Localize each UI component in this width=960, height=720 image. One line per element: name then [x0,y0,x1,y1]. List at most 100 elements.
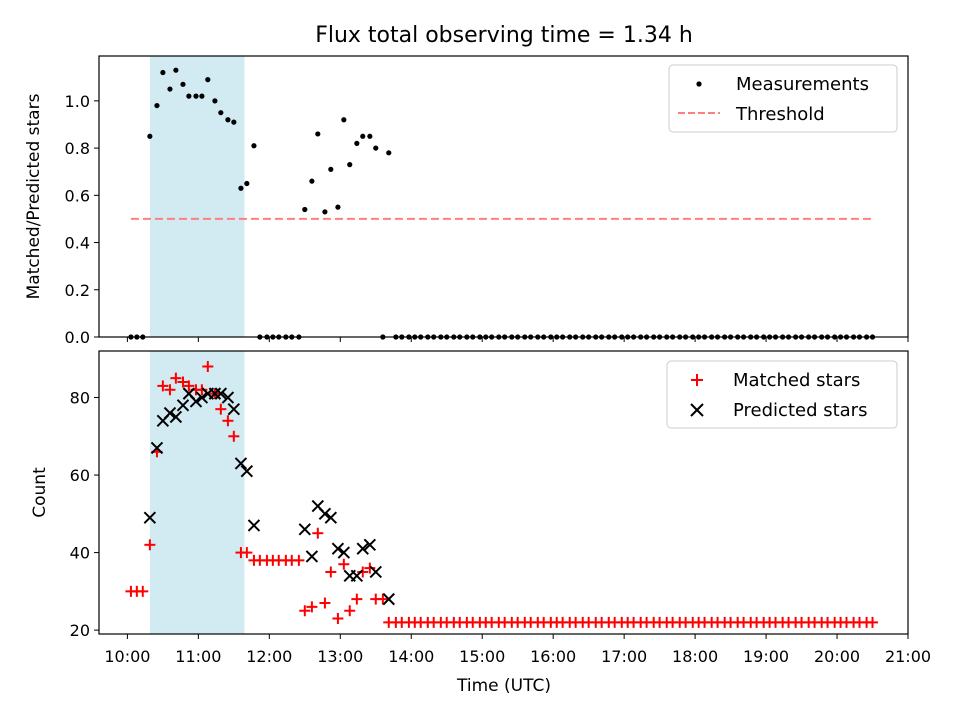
matched-stars-point [344,605,356,617]
y-tick-label: 20 [70,621,90,640]
x-tick-label: 12:00 [246,647,292,666]
matched-stars-point [170,372,182,384]
matched-stars-point [177,376,189,388]
legend-matched-marker [691,374,703,386]
legend-predicted-label: Predicted stars [733,400,867,421]
predicted-stars-point [337,546,351,559]
x-tick-label: 18:00 [672,647,718,666]
count-panel-frame [98,350,909,635]
observing-span [149,56,245,337]
matched-stars-point [319,597,331,609]
predicted-stars-point [163,406,177,420]
matched-stars-point [351,593,363,605]
matched-stars-point [325,566,337,578]
measurements-point [251,143,257,149]
measurements-point [302,206,308,213]
measurements-point [367,133,373,139]
predicted-stars-point [240,464,254,478]
predicted-stars-point [150,441,164,455]
measurements-point [354,140,360,146]
x-tick-label: 20:00 [814,647,860,666]
predicted-stars-point [176,399,190,412]
matched-stars-point [157,380,169,392]
measurements-point [193,93,199,99]
matched-stars-point [338,558,350,570]
measurements-point [373,145,379,151]
y-tick-label: 40 [70,544,90,563]
predicted-stars-point [247,519,261,532]
measurements-point [199,93,205,99]
measurements-point [328,166,334,172]
legend-matched-label: Matched stars [733,370,860,391]
measurements-point [173,67,179,73]
measurements-point [347,162,353,168]
x-tick-label: 15:00 [459,647,505,666]
measurements-point [180,81,186,87]
y-tick-label: 0.4 [65,234,90,253]
count-panel-ylabel: Count [30,467,50,518]
x-tick-label: 13:00 [317,647,363,666]
matched-stars-point [312,527,324,539]
measurements-point [212,98,218,104]
predicted-stars-point [221,391,235,404]
predicted-stars-point [350,569,364,583]
matched-stars-point [364,562,376,574]
y-tick-label: 0.8 [65,139,90,158]
matched-stars-point [196,384,208,396]
measurements-point [315,131,321,137]
predicted-stars-point [189,395,203,408]
ratio-panel: 0.0 0.2 0.4 0.6 0.8 1.0 Matched/Predicted sta… [24,55,909,347]
x-tick-label: 10:00 [104,647,150,666]
predicted-stars-point [363,538,377,552]
measurements-point [225,117,231,123]
measurements-point [186,93,192,99]
matched-stars-point [357,566,369,578]
measurements-point [167,86,173,92]
predicted-stars-point [298,523,312,536]
x-tick-label: 14:00 [388,647,434,666]
ratio-legend: Measurements Threshold [668,64,898,133]
measurements-point [231,119,237,125]
legend-predicted-marker [690,403,704,417]
y-tick-label: 0.2 [65,281,90,300]
ratio-legend-box [668,64,898,133]
matched-stars-point [137,585,149,597]
x-axis-label: Time (UTC) [456,676,551,696]
x-tick-label: 17:00 [601,647,647,666]
matched-stars-point [222,415,234,427]
predicted-stars-point [234,457,248,470]
measurements-point [341,117,347,123]
measurements-point [238,185,244,191]
matched-stars-point [183,380,195,392]
matched-stars-point [293,554,305,566]
y-tick-label: 0.0 [65,328,90,347]
legend-measurements-label: Measurements [736,74,869,95]
matched-stars-point [299,605,311,617]
count-panel: 20 40 60 80 10:00 11:00 12:00 13:00 14:00 15:00 16… [30,350,931,696]
x-tick-label: 19:00 [743,647,789,666]
predicted-stars-point [143,511,157,524]
measurements-point [322,209,328,215]
y-tick-label: 0.6 [65,186,90,205]
measurements-point [160,69,166,76]
predicted-stars-point [324,511,338,524]
matched-stars-point [164,384,176,396]
matched-stars-point [377,593,389,605]
matched-stars-point [228,430,240,442]
predicted-stars-point [195,391,209,404]
measurements-point [335,204,341,210]
measurements-point [386,150,392,156]
matched-stars-point [306,601,318,613]
matched-stars-point [215,403,227,415]
x-tick-label: 11:00 [175,647,221,666]
ratio-panel-frame [98,55,909,338]
legend-threshold-label: Threshold [735,104,825,125]
x-tick-label: 16:00 [530,647,576,666]
predicted-stars-point [169,410,183,424]
x-tick-label: 21:00 [885,647,931,666]
count-legend: Matched stars Predicted stars [666,360,898,429]
measurements-point [205,77,211,83]
matched-stars-point [241,547,253,559]
measurements-point [218,110,224,116]
